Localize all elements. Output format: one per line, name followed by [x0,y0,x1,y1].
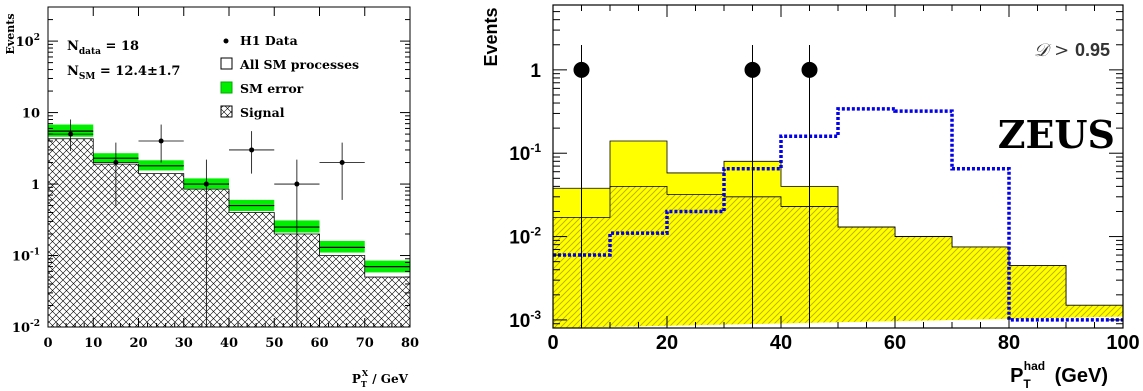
y-axis-label: Events [481,7,501,66]
ndata-main: N [67,39,79,54]
y-tick-label: 102 [16,33,40,50]
x-tick-label: 10 [84,336,102,351]
legend-label: SM error [240,81,304,96]
x-tick-label: 60 [310,336,328,351]
data-point [339,160,345,166]
y-tick-label: 10-1 [12,248,40,265]
signal-histogram [47,138,411,328]
y-tick-label: 1 [530,61,541,82]
legend-marker-signal [220,105,233,118]
x-tick-label: 20 [656,332,678,354]
y-tick-base: 10 [509,311,530,332]
y-tick-exp: -2 [530,225,541,239]
nsm-annotation: NSM = 12.4±1.7 [67,64,180,82]
nsm-val: = 12.4±1.7 [95,64,180,79]
y-tick-base: 10 [12,321,30,336]
x-axis-label: PTX / GeV [352,368,409,389]
x-axis-label: PThad (GeV) [1010,359,1108,391]
h1-chart: 0 10 20 30 40 50 60 70 8010-210-1110102EventsPTX… [4,6,419,389]
ndata-sub: data [79,47,101,57]
x-label-sup: had [1024,359,1045,373]
legend-marker-sm [220,57,233,70]
y-tick-base: 10 [12,250,30,265]
y-tick-exp: 2 [34,33,40,43]
data-point [203,181,209,187]
x-tick-label: 70 [356,336,374,351]
x-tick-label: 0 [43,336,52,351]
x-label-unit: (GeV) [1049,365,1108,387]
y-tick-base: 1 [31,178,40,193]
cut-label-sym: 𝒟 [1034,40,1052,61]
x-tick-label: 20 [129,336,147,351]
x-tick-label: 40 [220,336,238,351]
x-tick-label: 40 [770,332,792,354]
data-point [158,138,164,144]
y-tick-exp: -1 [30,248,40,258]
x-label-main: P [1010,365,1023,387]
sm-hatched-histogram [552,185,1124,328]
nsm-main: N [67,64,79,79]
ndata-val: = 18 [101,39,139,54]
x-label-sub: T [361,379,367,389]
ndata-annotation: Ndata = 18 [67,39,139,57]
x-label-sub: T [1023,377,1031,391]
cut-label-val: 0.95 [1075,40,1110,60]
y-tick-label: 10 [22,107,40,122]
y-tick-label: 1 [31,178,40,193]
data-point [68,131,74,137]
x-tick-label: 80 [401,336,419,351]
data-point [801,61,818,78]
x-label-unit: / GeV [368,372,409,386]
signal-line [553,107,1123,322]
x-tick-label: 60 [884,332,906,354]
y-tick-label: 10-2 [509,225,541,249]
x-tick-label: 0 [547,332,558,354]
legend-label: H1 Data [240,33,298,48]
data-point [294,181,300,187]
y-tick-base: 10 [22,107,40,122]
x-tick-label: 80 [998,332,1020,354]
data-point [249,147,255,153]
legend-label: All SM processes [239,57,359,72]
x-tick-label: 50 [265,336,283,351]
y-tick-base: 1 [530,61,541,82]
legend-label: Signal [240,105,285,120]
x-label-main: P [352,372,361,386]
data-point [113,160,119,166]
x-label-sup: X [362,368,369,378]
y-tick-base: 10 [509,144,530,165]
data-point [573,61,590,78]
y-tick-exp: -1 [530,141,541,155]
cut-label-op: > [1048,40,1075,61]
legend-marker-error [220,81,233,94]
nsm-sub: SM [79,72,95,82]
cut-label: 𝒟 > 0.95 [1034,40,1110,61]
legend-marker-data [223,38,229,44]
y-tick-base: 10 [16,35,34,50]
y-tick-label: 10-1 [509,141,541,165]
y-axis-label: Events [4,13,17,54]
y-tick-exp: -3 [530,308,541,322]
y-tick-label: 10-3 [509,308,541,332]
y-tick-base: 10 [509,228,530,249]
data-point [744,61,761,78]
sm-error-band [319,240,365,253]
x-tick-label: 30 [175,336,193,351]
x-tick-label: 100 [1106,332,1139,354]
chart-title: ZEUS [998,112,1115,157]
y-tick-exp: -2 [30,319,40,329]
y-tick-label: 10-2 [12,319,40,336]
